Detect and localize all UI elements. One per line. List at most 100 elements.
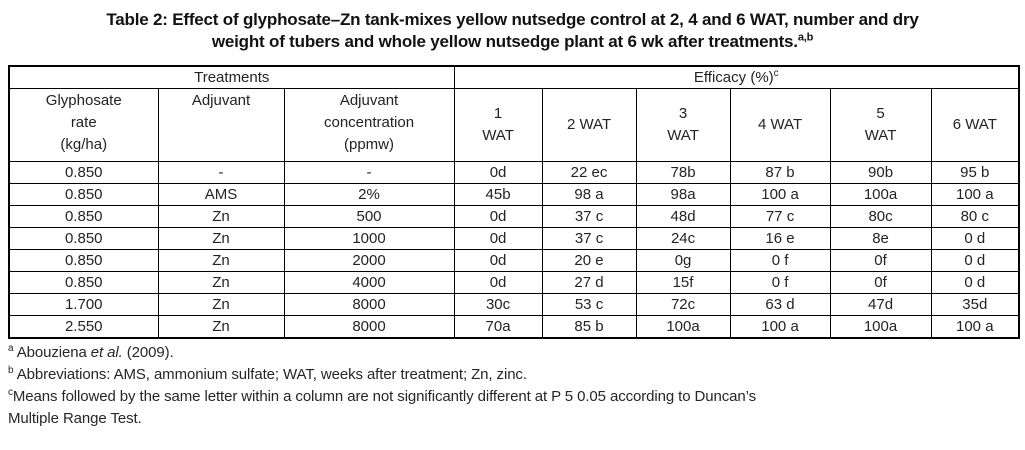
- group-header-treatments: Treatments: [8, 65, 455, 89]
- table-cell: 0 d: [930, 227, 1020, 250]
- table-cell: 0d: [453, 249, 543, 272]
- table-row: 0.850 Zn 500 0d 37 c 48d 77 c 80c 80 c: [8, 205, 1020, 228]
- table-cell: 98 a: [541, 183, 637, 206]
- table-cell: 100a: [829, 183, 932, 206]
- table-cell: 2000: [283, 249, 455, 272]
- table-cell: 100 a: [930, 315, 1020, 339]
- table-cell: 24c: [635, 227, 731, 250]
- table-caption-superscript: a,b: [797, 31, 814, 44]
- table-cell: 4000: [283, 271, 455, 294]
- group-header-efficacy-superscript: c: [773, 67, 779, 79]
- table-cell: 87 b: [729, 161, 831, 184]
- table-cell: AMS: [157, 183, 285, 206]
- table-cell: -: [283, 161, 455, 184]
- column-header-row: Glyphosate rate (kg/ha) Adjuvant Adjuvan…: [8, 88, 1020, 162]
- table-row: 0.850 Zn 4000 0d 27 d 15f 0 f 0f 0 d: [8, 271, 1020, 294]
- table-caption-text: Table 2: Effect of glyphosate–Zn tank-mi…: [106, 10, 919, 51]
- table-cell: 37 c: [541, 227, 637, 250]
- table-row: 1.700 Zn 8000 30c 53 c 72c 63 d 47d 35d: [8, 293, 1020, 316]
- table-row: 0.850- -0d 22 ec 78b 87 b 90b 95 b: [8, 161, 1020, 184]
- table-cell: 70a: [453, 315, 543, 339]
- table-row: 2.550 Zn 8000 70a 85 b 100a 100 a 100a 100 a: [8, 315, 1020, 339]
- table-cell: 100a: [829, 315, 932, 339]
- table-cell: 0 f: [729, 249, 831, 272]
- table-cell: Zn: [157, 271, 285, 294]
- table-cell: 500: [283, 205, 455, 228]
- table-cell: 0 d: [930, 249, 1020, 272]
- table-cell: 0.850: [8, 227, 159, 250]
- footnote-a-text-end: (2009).: [122, 344, 174, 361]
- table-cell: 30c: [453, 293, 543, 316]
- table-cell: -: [157, 161, 285, 184]
- table-cell: 0d: [453, 271, 543, 294]
- table-cell: 2%: [283, 183, 455, 206]
- col-header-4-wat: 4 WAT: [729, 88, 831, 162]
- table-cell: 35d: [930, 293, 1020, 316]
- table-cell: 0.850: [8, 249, 159, 272]
- table-row: 0.850 Zn 2000 0d 20 e 0g 0 f 0f 0 d: [8, 249, 1020, 272]
- footnote-b-marker: b: [8, 365, 14, 376]
- table-cell: 48d: [635, 205, 731, 228]
- table-cell: 98a: [635, 183, 731, 206]
- table-cell: 80 c: [930, 205, 1020, 228]
- table-cell: 37 c: [541, 205, 637, 228]
- table-cell: 16 e: [729, 227, 831, 250]
- group-header-efficacy-label: Efficacy (%): [693, 68, 774, 86]
- table-row: 0.850 Zn 1000 0d 37 c 24c 16 e 8e 0 d: [8, 227, 1020, 250]
- col-header-1-wat: 1 WAT: [453, 88, 543, 162]
- footnote-c-text: Means followed by the same letter within…: [8, 388, 756, 427]
- table-cell: 27 d: [541, 271, 637, 294]
- table-cell: 0.850: [8, 183, 159, 206]
- col-header-glyphosate-rate: Glyphosate rate (kg/ha): [8, 88, 159, 162]
- table-cell: 77 c: [729, 205, 831, 228]
- table-row: 0.850 AMS 2% 45b 98 a 98a 100 a 100a 100 a: [8, 183, 1020, 206]
- col-header-6-wat: 6 WAT: [930, 88, 1020, 162]
- table-cell: 72c: [635, 293, 731, 316]
- table-cell: 20 e: [541, 249, 637, 272]
- table-cell: 45b: [453, 183, 543, 206]
- table-cell: 0.850: [8, 161, 159, 184]
- table-cell: 0.850: [8, 205, 159, 228]
- table-cell: 0d: [453, 227, 543, 250]
- table-cell: 95 b: [930, 161, 1020, 184]
- table-cell: 0f: [829, 249, 932, 272]
- table-cell: 1000: [283, 227, 455, 250]
- table-cell: 80c: [829, 205, 932, 228]
- table-cell: 2.550: [8, 315, 159, 339]
- table-cell: 53 c: [541, 293, 637, 316]
- col-header-3-wat: 3 WAT: [635, 88, 731, 162]
- table-cell: 100 a: [729, 315, 831, 339]
- footnote-b-text: Abbreviations: AMS, ammonium sulfate; WA…: [13, 366, 527, 383]
- table-cell: 85 b: [541, 315, 637, 339]
- footnote-a: a Abouziena et al. (2009).: [8, 342, 1025, 364]
- col-header-adjuvant-concentration: Adjuvant concentration (ppmw): [283, 88, 455, 162]
- table-cell: 22 ec: [541, 161, 637, 184]
- table-cell: Zn: [157, 227, 285, 250]
- table-caption: Table 2: Effect of glyphosate–Zn tank-mi…: [0, 0, 1025, 53]
- footnote-c-marker: c: [8, 387, 13, 398]
- table-cell: 0d: [453, 205, 543, 228]
- footnote-c: cMeans followed by the same letter withi…: [8, 386, 1025, 430]
- table-cell: 90b: [829, 161, 932, 184]
- table-cell: 0 f: [729, 271, 831, 294]
- footnotes: a Abouziena et al. (2009). b Abbreviatio…: [8, 342, 1025, 430]
- table-cell: 8e: [829, 227, 932, 250]
- table-cell: 0f: [829, 271, 932, 294]
- table-cell: 63 d: [729, 293, 831, 316]
- table-cell: 100 a: [930, 183, 1020, 206]
- table-cell: 0g: [635, 249, 731, 272]
- table-cell: Zn: [157, 249, 285, 272]
- table-cell: 8000: [283, 293, 455, 316]
- table-cell: 100 a: [729, 183, 831, 206]
- group-header-row: Treatments Efficacy (%)c: [8, 65, 1020, 89]
- table-cell: Zn: [157, 293, 285, 316]
- group-header-efficacy: Efficacy (%)c: [453, 65, 1020, 89]
- table-cell: 8000: [283, 315, 455, 339]
- table-cell: 0 d: [930, 271, 1020, 294]
- table-cell: 0d: [453, 161, 543, 184]
- table-cell: 0.850: [8, 271, 159, 294]
- data-table: Treatments Efficacy (%)c Glyphosate rate…: [8, 65, 1021, 339]
- col-header-5-wat: 5 WAT: [829, 88, 932, 162]
- table-cell: Zn: [157, 315, 285, 339]
